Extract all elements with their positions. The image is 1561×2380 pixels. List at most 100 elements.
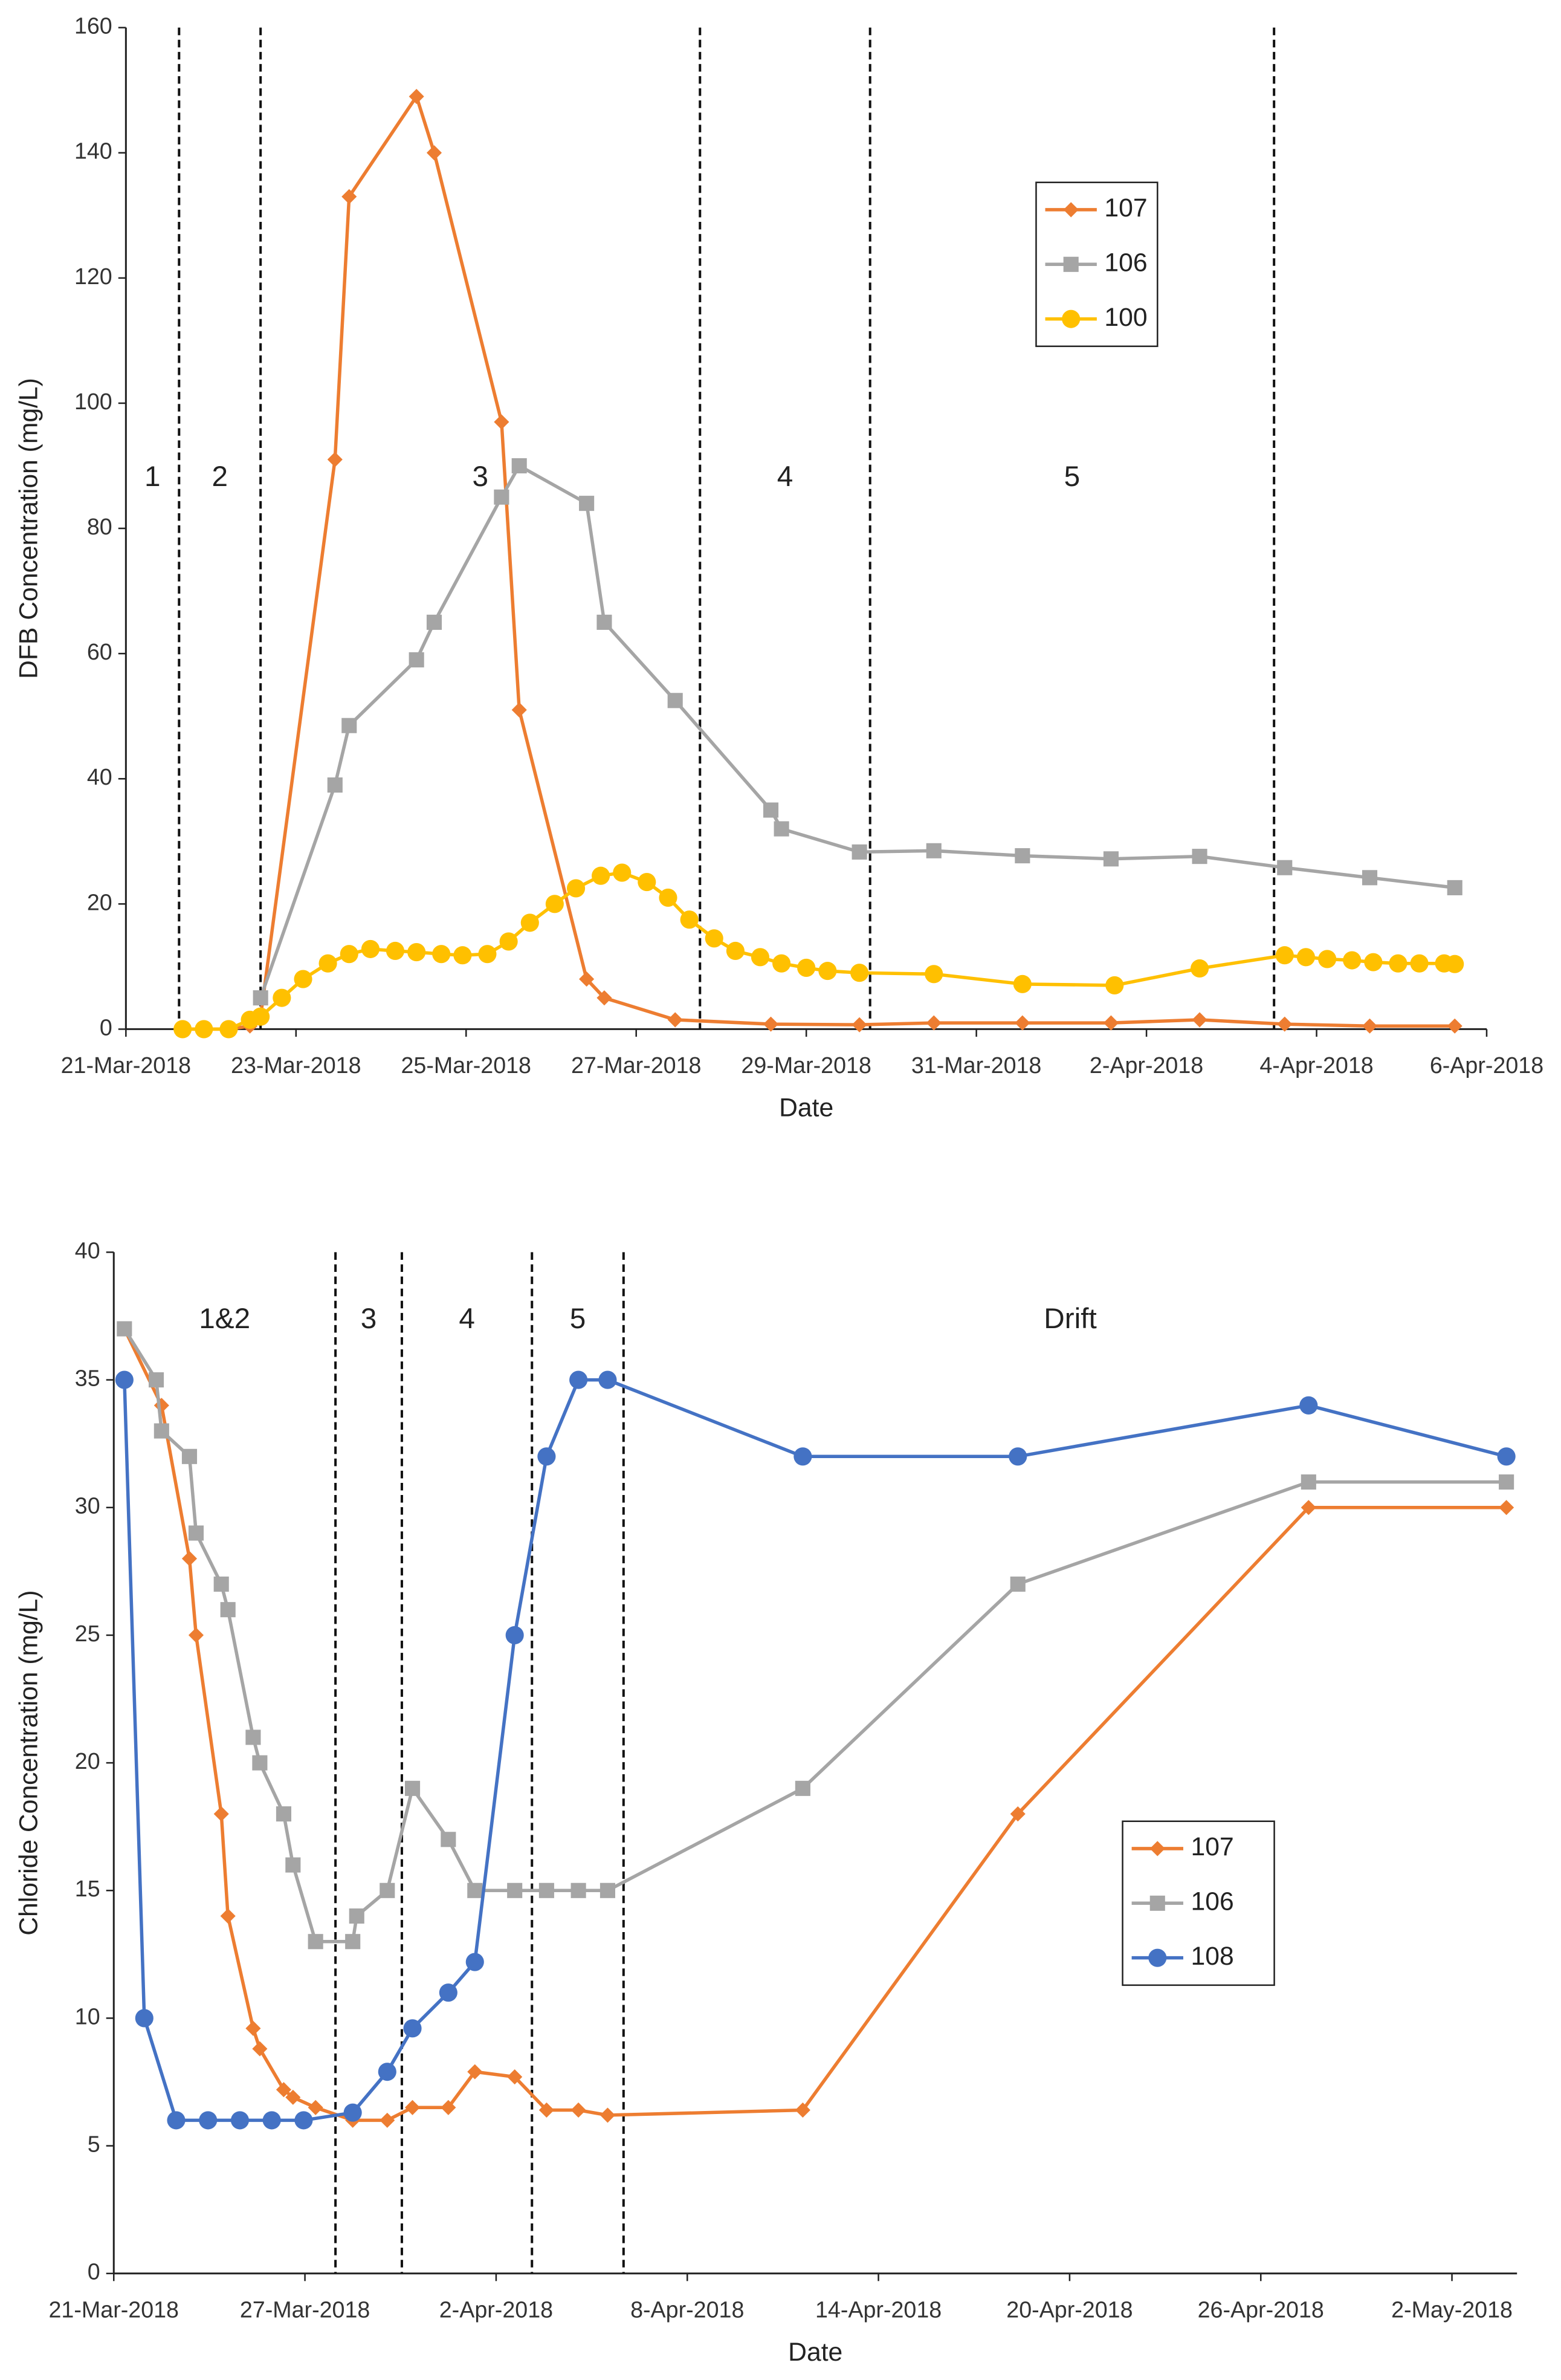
- marker: [404, 2100, 421, 2115]
- marker: [1301, 1500, 1316, 1516]
- marker: [253, 990, 268, 1006]
- marker: [1497, 1447, 1516, 1466]
- x-tick-label: 2-May-2018: [1391, 2297, 1513, 2322]
- marker: [245, 1730, 261, 1745]
- marker: [378, 2063, 396, 2081]
- marker: [467, 1882, 483, 1898]
- marker: [345, 1934, 361, 1950]
- marker: [596, 614, 612, 630]
- y-tick-label: 20: [87, 889, 112, 915]
- marker: [1446, 955, 1464, 973]
- marker: [220, 1908, 236, 1924]
- x-tick-label: 21-Mar-2018: [61, 1052, 192, 1078]
- marker: [751, 948, 770, 967]
- marker: [579, 971, 595, 987]
- x-tick-label: 6-Apr-2018: [1430, 1052, 1543, 1078]
- legend-label: 100: [1104, 303, 1147, 332]
- marker: [340, 945, 358, 964]
- marker: [230, 2111, 250, 2130]
- x-tick-label: 4-Apr-2018: [1259, 1052, 1373, 1078]
- marker: [797, 958, 816, 978]
- marker: [570, 2102, 586, 2118]
- marker: [537, 1447, 556, 1466]
- phase-label: 2: [212, 461, 228, 493]
- marker: [545, 895, 564, 913]
- legend-label: 108: [1191, 1942, 1234, 1971]
- marker: [598, 1370, 617, 1389]
- marker: [638, 873, 656, 892]
- y-tick-label: 60: [87, 639, 112, 664]
- y-tick-label: 80: [87, 514, 112, 539]
- x-tick-label: 20-Apr-2018: [1006, 2297, 1133, 2322]
- marker: [199, 2111, 218, 2130]
- legend-label: 106: [1104, 248, 1147, 277]
- marker: [1362, 870, 1378, 886]
- marker: [1013, 974, 1032, 993]
- marker: [600, 2107, 615, 2123]
- marker: [795, 2102, 810, 2118]
- marker: [570, 1882, 586, 1898]
- marker: [404, 1780, 421, 1796]
- marker: [432, 945, 451, 964]
- marker: [1318, 950, 1337, 968]
- marker: [1299, 1396, 1318, 1415]
- y-tick-label: 25: [75, 1621, 100, 1646]
- marker: [1447, 1018, 1462, 1034]
- series-line: [123, 1328, 1507, 1944]
- marker: [467, 2064, 483, 2080]
- marker: [181, 1448, 198, 1464]
- marker: [569, 1370, 588, 1389]
- marker: [538, 1882, 554, 1898]
- marker: [262, 2111, 281, 2130]
- marker: [294, 970, 312, 988]
- marker: [1103, 851, 1119, 867]
- marker: [403, 2019, 422, 2038]
- x-tick-label: 21-Mar-2018: [49, 2297, 179, 2322]
- marker: [852, 1017, 867, 1033]
- marker: [181, 1551, 198, 1566]
- marker: [538, 2102, 554, 2118]
- marker: [1362, 1018, 1378, 1034]
- marker: [149, 1372, 164, 1388]
- marker: [380, 1882, 395, 1898]
- marker: [273, 988, 291, 1007]
- marker: [667, 1012, 683, 1028]
- marker: [1192, 1012, 1207, 1028]
- marker: [1275, 946, 1294, 965]
- y-tick-label: 160: [74, 13, 112, 39]
- marker: [115, 1370, 134, 1389]
- x-tick-label: 27-Mar-2018: [240, 2297, 370, 2322]
- marker: [850, 964, 869, 982]
- x-tick-label: 2-Apr-2018: [1090, 1052, 1203, 1078]
- marker: [188, 1525, 204, 1541]
- marker: [380, 2112, 395, 2128]
- marker: [763, 1016, 779, 1032]
- marker: [505, 1626, 524, 1644]
- legend-label: 107: [1104, 193, 1147, 222]
- legend-marker: [1148, 1948, 1167, 1967]
- marker: [439, 1983, 457, 2002]
- marker: [566, 879, 586, 898]
- phase-label: 3: [472, 461, 488, 493]
- marker: [173, 1020, 192, 1039]
- marker: [680, 910, 699, 929]
- x-tick-label: 27-Mar-2018: [571, 1052, 702, 1078]
- x-tick-label: 31-Mar-2018: [911, 1052, 1042, 1078]
- y-tick-label: 5: [88, 2132, 100, 2157]
- y-tick-label: 40: [75, 1237, 100, 1263]
- marker: [1010, 1576, 1026, 1592]
- marker: [327, 777, 343, 793]
- series-line: [123, 1378, 1507, 2122]
- marker: [1389, 954, 1407, 973]
- marker: [361, 939, 380, 958]
- series-line: [123, 1328, 1507, 2122]
- y-tick-label: 35: [75, 1366, 100, 1391]
- marker: [409, 652, 424, 668]
- marker: [252, 1755, 268, 1771]
- marker: [135, 2009, 154, 2028]
- marker: [465, 1953, 484, 1971]
- marker: [426, 614, 442, 630]
- marker: [1015, 848, 1030, 864]
- marker: [1410, 954, 1429, 973]
